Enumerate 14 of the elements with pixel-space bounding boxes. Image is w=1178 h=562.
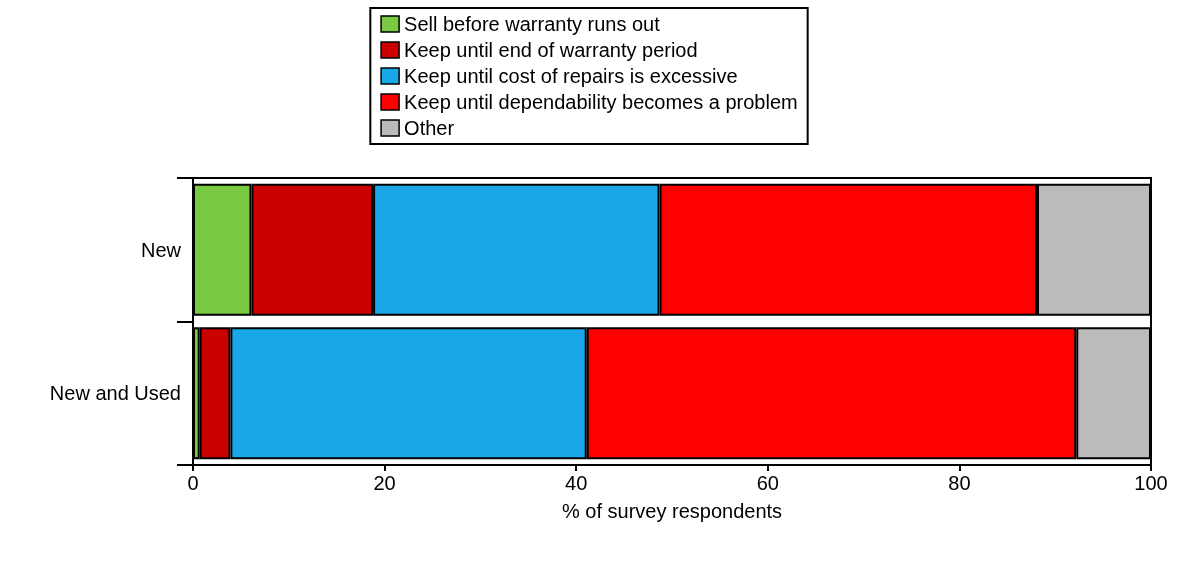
y-tick-label: New [140,238,182,261]
x-axis-title: % of survey respondents [561,500,783,522]
y-tick-label: New and Used [49,382,181,405]
legend-label: Keep until dependability becomes a problem [404,91,798,113]
legend-label: Sell before warranty runs out [404,13,661,35]
x-tick-label: 0 [187,472,199,494]
x-tick-label: 20 [373,472,396,494]
x-tick-label: 100 [1134,472,1168,494]
x-tick-label: 80 [948,472,971,494]
x-tick-label: 40 [565,472,588,494]
legend-label: Other [404,117,455,139]
legend-label: Keep until end of warranty period [404,39,698,61]
x-tick-label: 60 [756,472,779,494]
legend-label: Keep until cost of repairs is excessive [404,65,738,87]
